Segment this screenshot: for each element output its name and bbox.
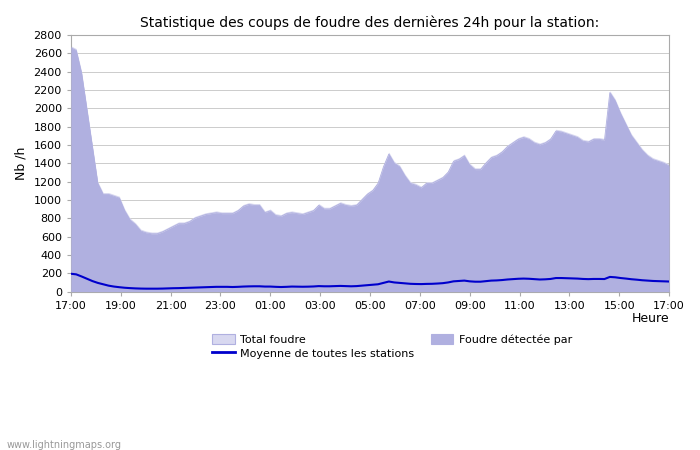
Title: Statistique des coups de foudre des dernières 24h pour la station:: Statistique des coups de foudre des dern… — [141, 15, 600, 30]
Y-axis label: Nb /h: Nb /h — [15, 147, 28, 180]
Legend: Total foudre, Moyenne de toutes les stations, Foudre détectée par: Total foudre, Moyenne de toutes les stat… — [208, 330, 577, 363]
Text: Heure: Heure — [631, 312, 669, 325]
Text: www.lightningmaps.org: www.lightningmaps.org — [7, 440, 122, 450]
